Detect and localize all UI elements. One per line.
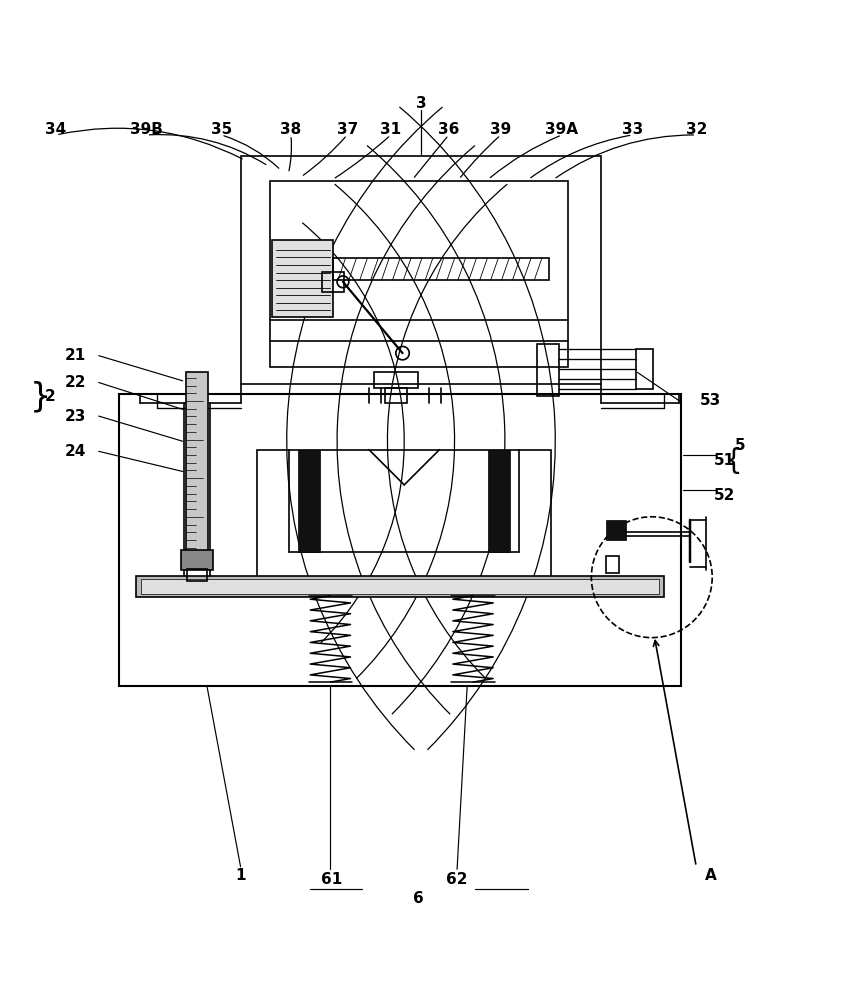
Text: 22: 22 (65, 375, 86, 390)
Text: 35: 35 (210, 122, 232, 137)
Text: 37: 37 (337, 122, 358, 137)
Bar (181, 550, 213, 570)
Text: 38: 38 (280, 122, 301, 137)
Text: 34: 34 (45, 122, 67, 137)
Bar (488, 450, 510, 552)
Bar (374, 372, 418, 388)
Bar (636, 349, 653, 389)
Bar (187, 569, 207, 581)
Bar (258, 450, 551, 584)
Text: {: { (724, 447, 742, 475)
Text: 2: 2 (45, 389, 56, 404)
Text: 52: 52 (714, 488, 735, 503)
Text: 36: 36 (438, 122, 460, 137)
Text: 39A: 39A (546, 122, 578, 137)
Text: A: A (705, 868, 717, 883)
Bar (298, 450, 320, 552)
Bar (186, 372, 208, 560)
Text: 5: 5 (734, 438, 745, 453)
Bar (537, 344, 558, 396)
Text: 39B: 39B (131, 122, 163, 137)
Bar (605, 520, 626, 540)
Bar (141, 579, 659, 594)
Text: 39: 39 (490, 122, 511, 137)
Text: 3: 3 (416, 96, 426, 111)
Text: 6: 6 (413, 891, 424, 906)
Text: 1: 1 (235, 868, 246, 883)
Text: 53: 53 (700, 393, 721, 408)
Bar (322, 272, 344, 292)
Text: 24: 24 (65, 444, 86, 459)
Bar (119, 394, 681, 686)
Bar (385, 388, 407, 403)
Text: 23: 23 (65, 409, 86, 424)
Text: 51: 51 (714, 453, 735, 468)
Bar (270, 181, 568, 367)
Text: 32: 32 (685, 122, 707, 137)
Bar (136, 576, 664, 597)
Bar (241, 156, 601, 384)
Bar (273, 240, 333, 317)
Text: }: } (29, 380, 51, 413)
Text: 33: 33 (622, 122, 643, 137)
Text: 61: 61 (321, 872, 342, 887)
Bar (333, 258, 549, 280)
Text: 62: 62 (446, 872, 468, 887)
Text: 31: 31 (381, 122, 402, 137)
Bar (605, 556, 619, 573)
Text: 21: 21 (65, 348, 86, 363)
